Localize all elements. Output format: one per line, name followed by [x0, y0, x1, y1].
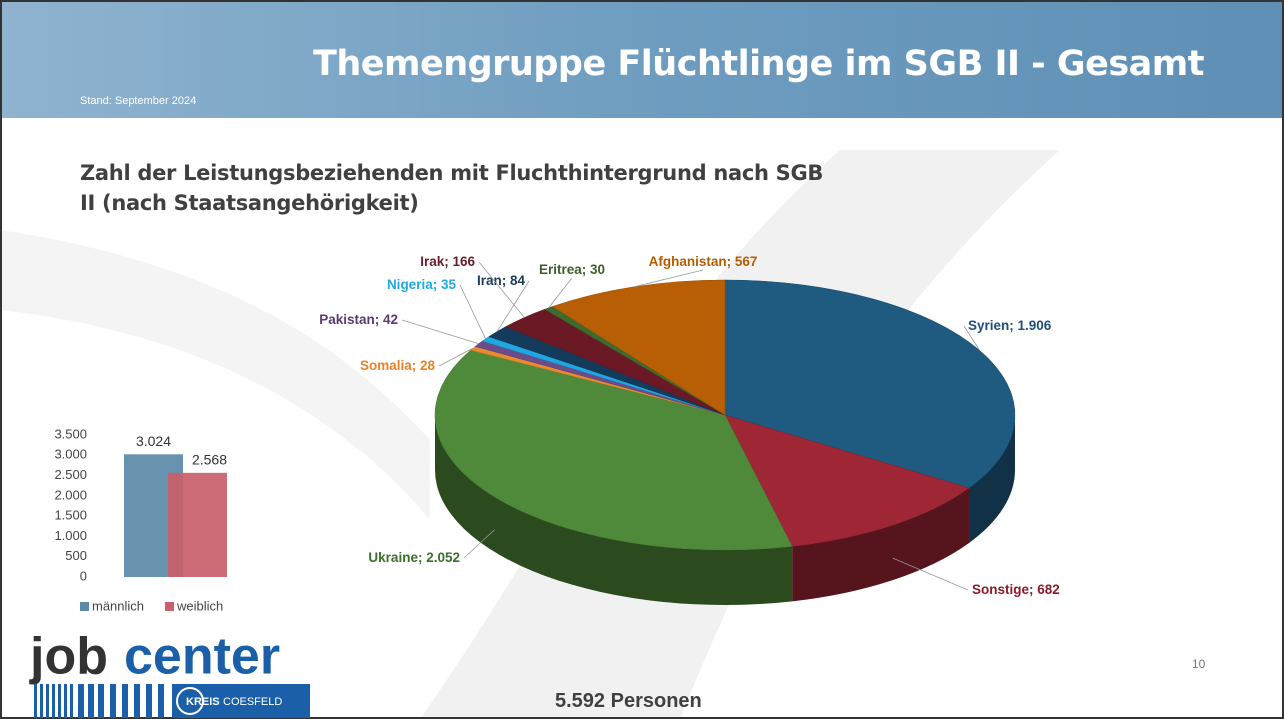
leader-line	[478, 261, 525, 318]
category-label: Nigeria	[387, 277, 433, 292]
value-label: 166	[452, 254, 475, 269]
y-tick-label: 3.500	[54, 426, 87, 441]
leader-line	[892, 557, 969, 591]
data-label: Iran; 84	[477, 273, 526, 288]
legend-label: weiblich	[176, 598, 223, 613]
label-separator: ;	[1029, 582, 1037, 597]
category-label: Iran	[477, 273, 502, 288]
value-label: 1.906	[1018, 318, 1052, 333]
legend-label: männlich	[92, 598, 144, 613]
value-label: 84	[510, 273, 526, 288]
stand-date: Stand: September 2024	[80, 95, 197, 107]
leader-line	[963, 325, 980, 351]
y-tick-label: 500	[65, 548, 87, 563]
label-separator: ;	[433, 277, 441, 292]
leader-line	[438, 347, 474, 367]
category-label: Afghanistan	[649, 254, 727, 269]
logo-kreis: KREIS	[186, 696, 220, 708]
y-tick-label: 3.000	[54, 447, 87, 462]
page-number: 10	[1192, 657, 1206, 671]
value-label: 3.024	[136, 433, 171, 449]
data-label: Eritrea; 30	[539, 262, 605, 277]
leader-line	[496, 280, 530, 332]
logo-ort: COESFELD	[223, 696, 282, 708]
data-label: Ukraine; 2.052	[368, 550, 460, 565]
logo-job: job	[29, 628, 108, 686]
value-label: 2.052	[426, 550, 460, 565]
total-persons: 5.592 Personen	[555, 690, 702, 712]
logo: job center KREIS COESFELD	[29, 628, 310, 718]
data-label: Afghanistan; 567	[649, 254, 758, 269]
y-tick-label: 0	[80, 568, 87, 583]
value-label: 42	[383, 312, 398, 327]
category-label: Eritrea	[539, 262, 582, 277]
data-label: Sonstige; 682	[972, 582, 1060, 597]
value-label: 30	[590, 262, 605, 277]
data-label: Irak; 166	[420, 254, 475, 269]
value-label: 28	[420, 358, 436, 373]
label-separator: ;	[412, 358, 420, 373]
chart-title: Zahl der Leistungsbeziehenden mit Flucht…	[80, 161, 824, 215]
slide-title: Themengruppe Flüchtlinge im SGB II - Ges…	[312, 44, 1205, 84]
category-label: Ukraine	[368, 550, 418, 565]
legend-swatch	[165, 602, 174, 611]
logo-center: center	[124, 628, 280, 686]
leader-line	[463, 529, 495, 559]
category-label: Somalia	[360, 358, 412, 373]
value-label: 2.568	[192, 452, 227, 468]
pie-slice	[434, 349, 793, 551]
data-label: Nigeria; 35	[387, 277, 457, 292]
y-tick-label: 2.000	[54, 487, 87, 502]
pie-side	[792, 487, 970, 602]
label-separator: ;	[418, 550, 426, 565]
pie-side	[435, 415, 793, 605]
category-label: Sonstige	[972, 582, 1029, 597]
leader-line	[401, 319, 479, 345]
pie-side	[969, 415, 1015, 543]
leader-line	[548, 277, 573, 309]
label-separator: ;	[502, 273, 510, 288]
data-label: Syrien; 1.906	[968, 318, 1052, 333]
y-tick-label: 1.500	[54, 508, 87, 523]
y-tick-label: 1.000	[54, 528, 87, 543]
header-band	[0, 0, 1284, 118]
value-label: 35	[441, 277, 457, 292]
data-label: Somalia; 28	[360, 358, 436, 373]
label-separator: ;	[727, 254, 735, 269]
category-label: Syrien	[968, 318, 1009, 333]
label-separator: ;	[1009, 318, 1017, 333]
legend-swatch	[80, 602, 89, 611]
data-label: Pakistan; 42	[319, 312, 398, 327]
leader-line	[459, 284, 486, 340]
label-separator: ;	[375, 312, 383, 327]
value-label: 567	[735, 254, 758, 269]
category-label: Irak	[420, 254, 445, 269]
pie-slice	[724, 414, 970, 547]
background-swoosh	[0, 230, 430, 520]
category-label: Pakistan	[319, 312, 375, 327]
label-separator: ;	[444, 254, 452, 269]
bar	[168, 472, 227, 577]
y-tick-label: 2.500	[54, 467, 87, 482]
logo-stripes	[34, 684, 164, 718]
leader-line	[634, 269, 704, 288]
label-separator: ;	[582, 262, 590, 277]
value-label: 682	[1037, 582, 1060, 597]
